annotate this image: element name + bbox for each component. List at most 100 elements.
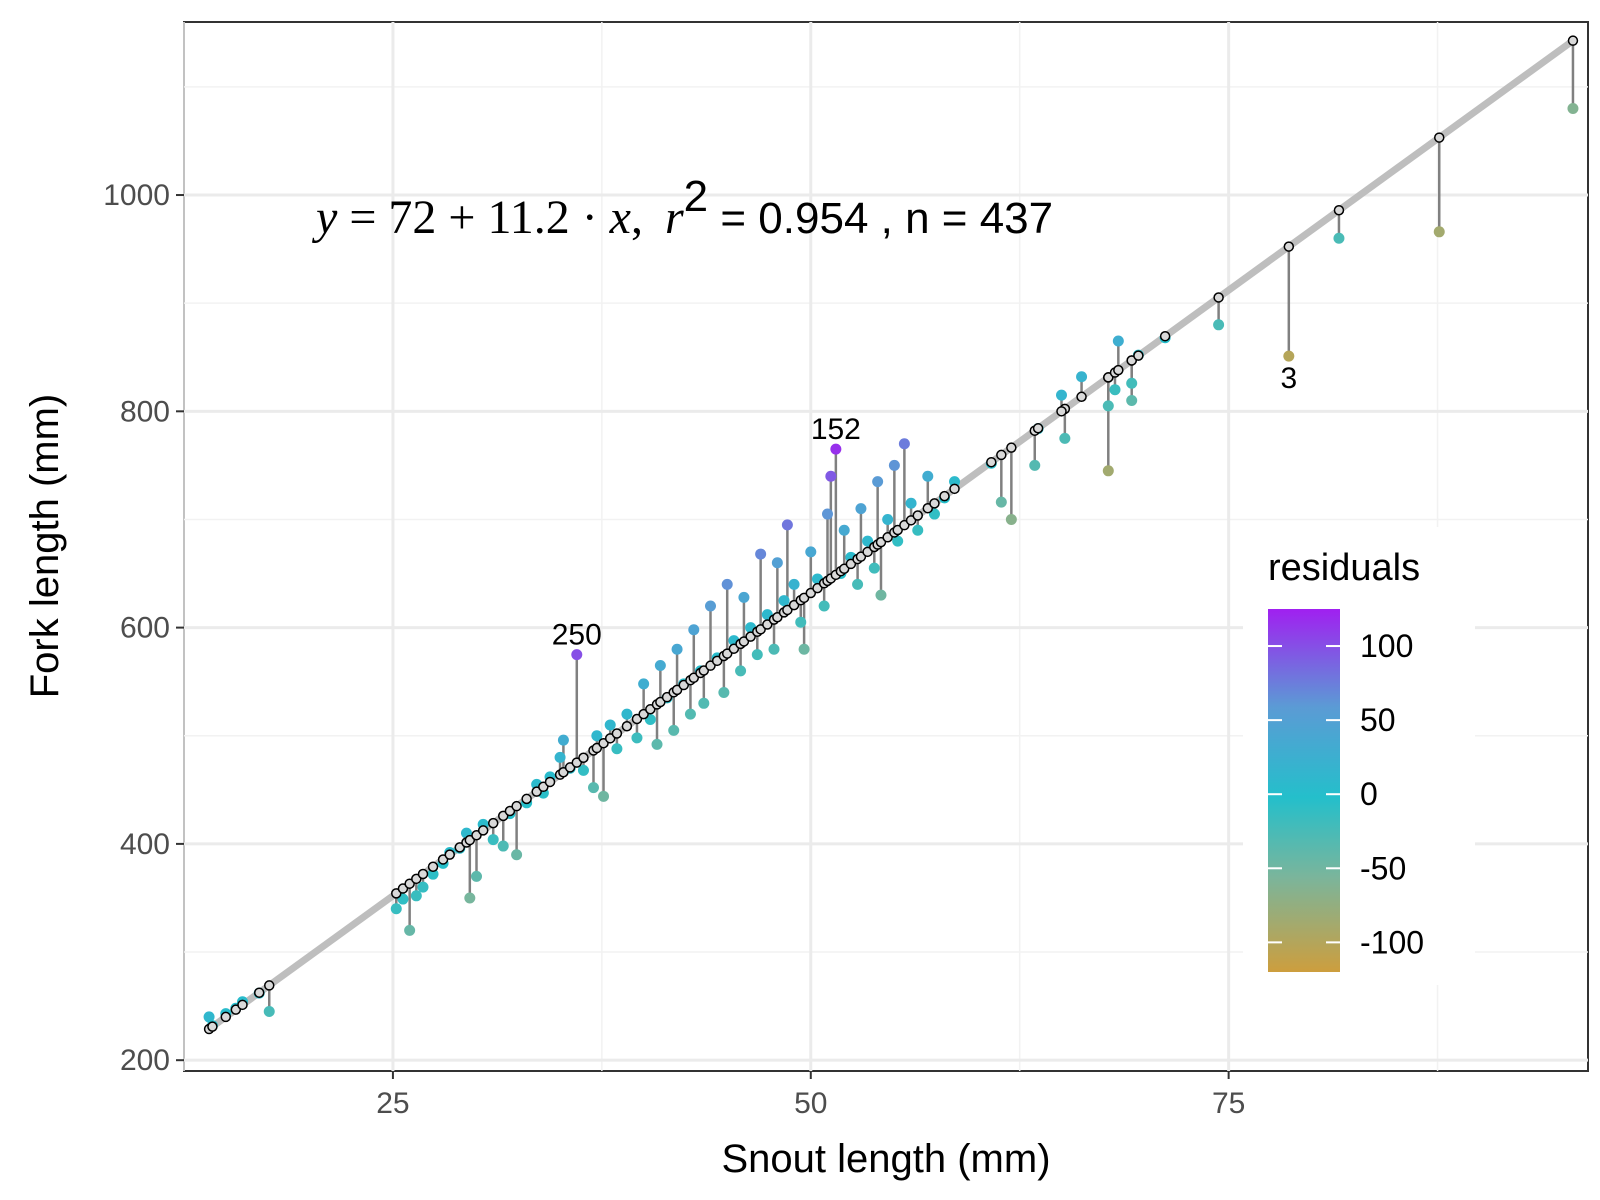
data-point [1029,459,1041,471]
data-point [768,643,780,655]
x-tick-label: 25 [376,1087,409,1120]
data-point [912,524,924,536]
data-point [855,503,867,515]
data-point [838,524,850,536]
data-point [390,903,402,915]
fitted-point [1133,350,1144,361]
fitted-point [1283,241,1295,252]
fitted-point [912,510,924,521]
data-point [888,459,900,471]
data-point [1126,377,1138,389]
fitted-point [237,999,248,1011]
equation-x: x [609,191,631,244]
data-point [1109,384,1121,396]
data-point [771,557,783,569]
fitted-point [1113,364,1124,376]
data-point [1567,103,1579,115]
fitted-point [207,1021,218,1032]
fitted-point [929,498,940,509]
data-point [1126,395,1138,407]
fitted-point [578,752,589,763]
fitted-point [939,490,950,502]
data-point [1056,389,1067,401]
data-point [875,589,887,601]
data-point [554,751,566,763]
fitted-point [1567,35,1579,46]
data-point [698,697,710,709]
data-point [995,496,1007,508]
data-point [1213,319,1225,331]
data-point [621,708,633,720]
data-point [410,890,422,902]
data-point [671,643,683,655]
data-point [852,578,864,590]
data-point [604,719,616,731]
data-point [735,665,747,677]
data-point [1076,371,1088,383]
legend: residuals 100 50 0 -50 -100 [1243,527,1475,985]
fitted-point [1056,406,1067,417]
legend-title: residuals [1268,547,1420,589]
x-axis-title: Snout length (mm) [721,1137,1050,1181]
equation-comma: , [631,191,643,244]
fitted-point [521,793,532,805]
data-point [818,600,830,612]
data-point [497,840,509,852]
y-axis-ticks: 200 400 600 800 1000 [103,179,184,1077]
data-point [487,834,499,846]
fitted-point [1213,292,1224,303]
data-point [721,578,733,590]
data-point [464,892,476,904]
y-tick-label: 600 [120,612,170,645]
legend-tick-label: 100 [1360,628,1413,664]
data-point [788,578,800,590]
data-point [830,443,842,455]
fitted-point [427,861,439,872]
data-point [882,513,894,525]
fitted-point [511,800,522,812]
y-tick-label: 200 [120,1044,170,1077]
data-point [557,734,569,746]
fitted-point [220,1011,232,1023]
data-point [611,743,623,755]
data-point [949,476,961,488]
fitted-point [444,849,456,860]
fitted-point [1006,442,1017,453]
data-point [598,790,610,802]
data-point [1112,335,1124,347]
equation-r-superscript: 2 [684,172,708,221]
data-point [795,616,807,628]
data-point [718,686,730,698]
point-label: 3 [1280,362,1297,395]
data-point [751,649,763,661]
equation-slope: 11.2 [487,191,569,244]
data-point [427,868,439,880]
fitted-point [949,483,960,495]
data-point [471,870,482,882]
data-point [778,595,790,607]
fitted-points [203,35,1579,1035]
data-point [1283,350,1295,362]
data-point [892,535,904,547]
legend-tick-label: 50 [1360,702,1396,738]
fitted-point [253,987,265,998]
data-point [1433,226,1445,238]
equation-equals: = [337,191,388,244]
data-point [705,600,716,612]
legend-tick-label: -100 [1360,924,1424,960]
fitted-point [417,868,429,880]
fitted-point [263,980,275,991]
regression-equation: y = 72 + 11.2 · x, r2 = 0.954 , n = 437 [311,172,1053,244]
data-point [263,1006,275,1018]
y-axis-title: Fork length (mm) [23,394,67,699]
data-point [511,849,523,861]
data-point [588,782,599,794]
x-axis-ticks: 25 50 75 [376,1071,1245,1120]
fitted-point [996,449,1007,461]
data-point [417,881,429,893]
data-point [1059,432,1071,444]
data-point [922,470,934,482]
data-point [1005,513,1017,525]
equation-r: r [665,191,684,244]
